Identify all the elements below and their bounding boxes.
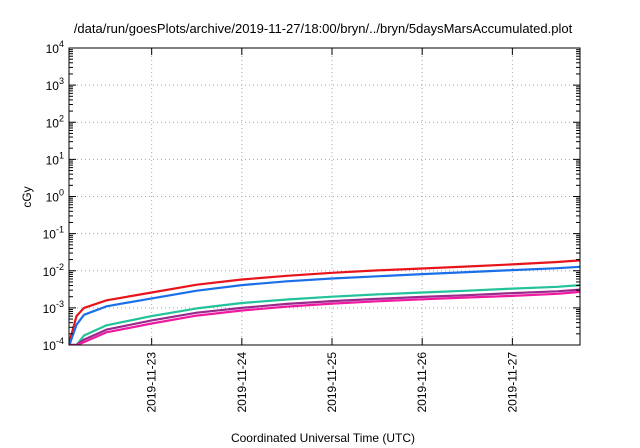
y-tick-label: 102 <box>46 113 64 130</box>
x-tick-label: 2019-11-23 <box>145 352 159 413</box>
y-tick-base: 10 <box>46 153 60 167</box>
y-tick-base: 10 <box>46 116 60 130</box>
x-tick-label: 2019-11-24 <box>235 352 249 413</box>
y-tick-base: 10 <box>43 302 57 316</box>
axis-ticks <box>69 47 580 346</box>
series-line-1 <box>69 259 580 344</box>
y-tick-exponent: -2 <box>56 262 64 272</box>
y-tick-base: 10 <box>46 191 60 205</box>
chart-title: /data/run/goesPlots/archive/2019-11-27/1… <box>74 21 573 36</box>
x-tick-label: 2019-11-27 <box>505 352 519 413</box>
x-axis-label: Coordinated Universal Time (UTC) <box>231 431 415 445</box>
y-axis-label: cGy <box>20 186 34 207</box>
y-tick-base: 10 <box>43 339 57 353</box>
series-line-5 <box>69 290 580 345</box>
y-tick-label: 103 <box>46 76 64 93</box>
y-tick-label: 100 <box>46 188 64 205</box>
y-tick-base: 10 <box>43 265 57 279</box>
x-tick-label: 2019-11-26 <box>415 352 429 413</box>
y-tick-label: 101 <box>46 150 64 167</box>
y-tick-exponent: 0 <box>59 188 64 198</box>
y-tick-base: 10 <box>43 228 57 242</box>
series-lines <box>69 259 580 345</box>
y-tick-label: 10-1 <box>43 225 64 242</box>
y-tick-exponent: -1 <box>56 225 64 235</box>
y-tick-base: 10 <box>46 42 60 56</box>
y-tick-label: 104 <box>46 39 64 56</box>
y-tick-exponent: 3 <box>59 76 64 86</box>
x-tick-label: 2019-11-25 <box>325 352 339 413</box>
series-line-3 <box>69 284 580 345</box>
y-tick-exponent: 2 <box>59 113 64 123</box>
y-tick-exponent: -4 <box>56 336 64 346</box>
series-line-4 <box>69 288 580 345</box>
y-tick-base: 10 <box>46 79 60 93</box>
grid <box>69 48 580 345</box>
x-tick-labels: 2019-11-23 2019-11-24 2019-11-25 2019-11-26… <box>145 352 520 413</box>
y-tick-exponent: -3 <box>56 299 64 309</box>
y-tick-label: 10-2 <box>43 262 64 279</box>
y-tick-label: 10-4 <box>43 336 64 353</box>
y-tick-exponent: 4 <box>59 39 64 49</box>
y-tick-label: 10-3 <box>43 299 64 316</box>
series-line-2 <box>69 265 580 345</box>
y-tick-exponent: 1 <box>59 150 64 160</box>
